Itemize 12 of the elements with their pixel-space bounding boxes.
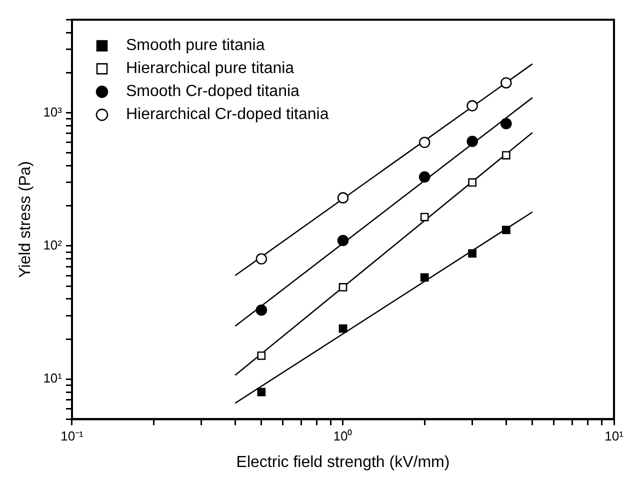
y-axis-title: Yield stress (Pa) [17, 161, 34, 278]
y-tick-label: 10² [43, 238, 63, 253]
y-tick-label: 10³ [43, 104, 63, 120]
x-tick-label: 10⁰ [333, 428, 353, 444]
legend-label: Smooth Cr-doped titania [126, 83, 300, 100]
y-tick-label: 10¹ [43, 370, 63, 386]
x-tick-label: 10¹ [604, 428, 624, 444]
x-axis-title: Electric field strength (kV/mm) [236, 454, 450, 471]
legend-label: Hierarchical pure titania [126, 60, 294, 78]
x-tick-label: 10⁻¹ [60, 428, 84, 444]
legend-label: Hierarchical Cr-doped titania [126, 106, 329, 124]
legend-label: Smooth pure titania [126, 37, 265, 54]
